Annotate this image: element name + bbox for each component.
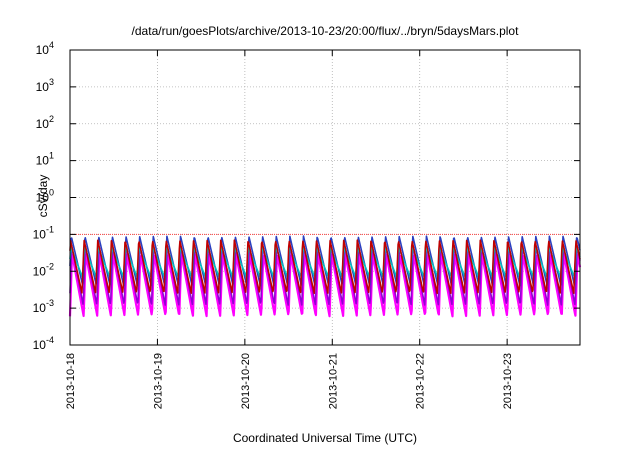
x-tick-label: 2013-10-19 (152, 353, 164, 409)
y-tick-label: 10-4 (33, 335, 54, 352)
x-tick-label: 2013-10-20 (240, 353, 252, 409)
y-tick-label: 102 (36, 114, 54, 131)
x-tick-label: 2013-10-23 (502, 353, 514, 409)
chart-title: /data/run/goesPlots/archive/2013-10-23/2… (132, 24, 520, 38)
y-tick-label: 10-1 (33, 224, 54, 241)
y-tick-exponent: -4 (46, 335, 54, 345)
series-line (69, 239, 581, 295)
tick-layer: 10-410-310-210-11001011021031042013-10-1… (33, 40, 580, 409)
y-tick-label: 101 (36, 151, 54, 168)
y-tick-exponent: 4 (49, 40, 54, 50)
y-tick-exponent: 0 (49, 188, 54, 198)
x-tick-label: 2013-10-21 (327, 353, 339, 409)
y-tick-label: 103 (36, 77, 54, 94)
y-tick-exponent: 3 (49, 77, 54, 87)
x-tick-label: 2013-10-22 (415, 353, 427, 409)
y-tick-label: 104 (36, 40, 54, 57)
x-tick-label: 2013-10-18 (65, 353, 77, 409)
y-tick-exponent: -2 (46, 261, 54, 271)
y-tick-exponent: 2 (49, 114, 54, 124)
y-tick-label: 100 (36, 188, 54, 205)
y-tick-exponent: -3 (46, 298, 54, 308)
y-tick-label: 10-2 (33, 261, 54, 278)
y-axis-label: cSv/day (36, 175, 50, 218)
y-tick-label: 10-3 (33, 298, 54, 315)
y-tick-exponent: 1 (49, 151, 54, 161)
x-axis-label: Coordinated Universal Time (UTC) (233, 431, 417, 445)
series-layer (68, 233, 582, 318)
y-tick-exponent: -1 (46, 224, 54, 234)
